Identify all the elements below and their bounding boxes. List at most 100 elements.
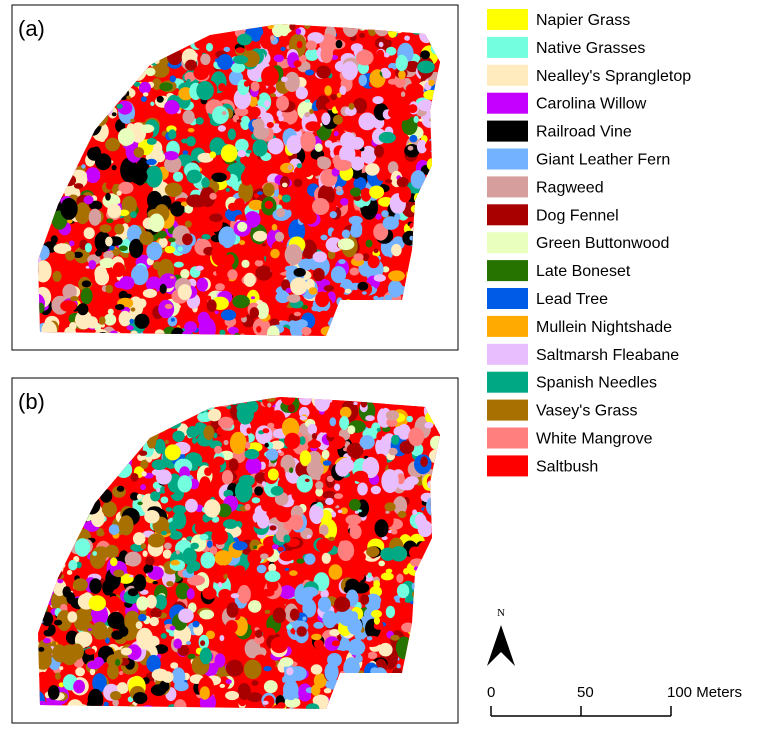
map-patch: [42, 453, 47, 459]
map-patch: [105, 90, 122, 103]
map-patch: [164, 155, 182, 173]
map-patch: [92, 551, 97, 556]
map-patch: [142, 40, 148, 47]
map-patch: [124, 551, 142, 567]
map-patch: [413, 81, 419, 85]
map-patch: [65, 444, 78, 456]
map-patch: [311, 684, 321, 696]
map-patch: [341, 678, 357, 689]
map-patch: [209, 546, 218, 555]
map-patch: [345, 514, 362, 526]
map-patch: [371, 313, 385, 325]
map-patch: [382, 216, 399, 230]
map-patch: [375, 36, 392, 50]
map-patch: [170, 327, 185, 336]
map-patch: [172, 397, 184, 405]
map-patch: [277, 449, 282, 453]
map-patch: [329, 629, 340, 637]
map-patch: [438, 54, 440, 72]
map-patch: [407, 397, 418, 404]
map-patch: [89, 668, 96, 676]
map-patch: [138, 24, 151, 34]
map-patch: [234, 565, 246, 573]
map-patch: [186, 194, 205, 208]
map-patch: [417, 689, 427, 699]
map-patch: [420, 617, 427, 627]
map-patch: [262, 182, 275, 197]
map-patch: [77, 478, 83, 486]
map-patch: [105, 28, 110, 35]
map-patch: [140, 124, 155, 133]
map-patch: [133, 692, 148, 704]
map-patch: [366, 636, 373, 641]
map-patch: [433, 523, 440, 534]
map-patch: [235, 47, 245, 54]
map-patch: [196, 277, 208, 292]
map-patch: [266, 283, 274, 289]
map-patch: [388, 447, 398, 456]
map-patch: [350, 187, 362, 197]
map-patch: [49, 706, 56, 709]
map-patch: [75, 24, 91, 31]
map-patch: [304, 553, 316, 565]
map-patch: [420, 492, 434, 503]
map-patch: [226, 602, 239, 618]
map-patch: [51, 185, 56, 191]
map-patch: [256, 564, 267, 574]
map-patch: [293, 311, 301, 317]
map-patch: [373, 274, 386, 282]
map-patch: [49, 186, 55, 192]
map-patch: [146, 158, 157, 166]
map-patch: [165, 507, 173, 512]
map-patch: [427, 211, 433, 216]
map-patch: [60, 562, 66, 568]
map-patch: [132, 422, 142, 433]
map-patch: [149, 56, 159, 66]
map-patch: [225, 690, 240, 701]
map-patch: [90, 419, 96, 424]
map-patch: [38, 255, 42, 264]
map-patch: [172, 430, 185, 442]
map-patch: [332, 114, 343, 125]
map-patch: [79, 422, 95, 433]
map-patch: [52, 53, 63, 66]
map-patch: [38, 71, 47, 79]
map-patch: [436, 47, 440, 52]
map-patch: [432, 536, 440, 550]
map-patch: [42, 421, 60, 444]
map-patch: [160, 496, 169, 504]
map-patch: [186, 426, 200, 438]
map-patch: [326, 475, 335, 482]
map-patch: [405, 83, 424, 96]
map-patch: [423, 188, 439, 202]
map-patch: [412, 509, 417, 515]
map-patch: [112, 698, 119, 707]
map-patch: [344, 689, 359, 709]
map-patch: [81, 126, 91, 134]
map-patch: [153, 261, 162, 270]
map-patch: [163, 24, 169, 28]
map-patch: [401, 686, 416, 699]
map-patch: [438, 649, 440, 661]
map-patch: [264, 609, 271, 614]
map-patch: [365, 239, 373, 248]
map-patch: [409, 698, 417, 704]
map-patch: [45, 225, 50, 232]
map-patch: [115, 304, 125, 311]
map-patch: [55, 672, 61, 680]
map-patch: [160, 633, 167, 639]
map-patch: [381, 679, 399, 699]
map-patch: [240, 155, 250, 165]
map-patch: [154, 594, 167, 610]
map-patch: [149, 616, 159, 627]
map-patch: [367, 572, 372, 578]
map-patch: [156, 95, 164, 103]
map-patch: [219, 329, 226, 336]
legend-swatch: [487, 455, 528, 477]
map-patch: [233, 55, 249, 65]
map-patch: [434, 527, 440, 532]
map-patch: [380, 572, 394, 581]
map-patch: [46, 415, 61, 434]
map-patch: [117, 682, 128, 694]
map-patch: [38, 641, 40, 647]
